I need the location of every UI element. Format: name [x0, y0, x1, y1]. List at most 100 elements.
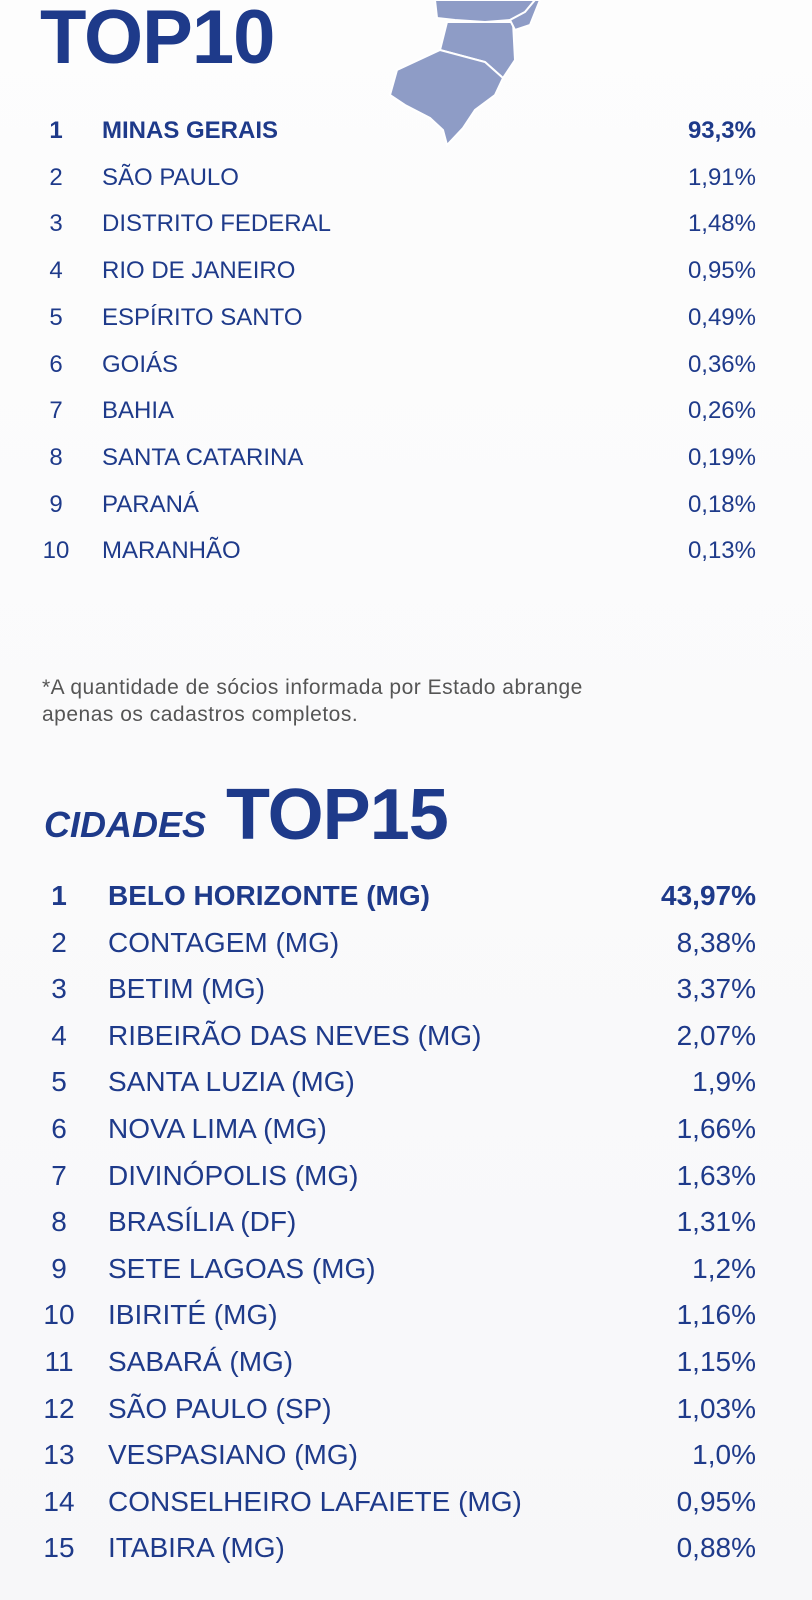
percentage: 1,9% [692, 1066, 756, 1098]
percentage: 0,13% [687, 537, 756, 565]
percentage: 43,97% [661, 880, 756, 911]
name: CONSELHEIRO LAFAIETE (MG) [108, 1485, 522, 1517]
name: ITABIRA (MG) [108, 1532, 285, 1564]
name: BETIM (MG) [108, 973, 266, 1005]
rank: 3 [49, 210, 63, 238]
name: PARANÁ [102, 490, 199, 518]
percentage: 3,37% [676, 973, 756, 1005]
row: 13 VESPASIANO (MG) 1,0% [0, 1435, 812, 1475]
rank: 1 [51, 880, 67, 911]
name: RIO DE JANEIRO [102, 257, 296, 285]
percentage: 1,63% [676, 1159, 756, 1191]
percentage: 1,91% [687, 163, 756, 191]
name: SÃO PAULO [102, 163, 239, 191]
cities-label: CIDADES [44, 804, 207, 845]
row: 14 CONSELHEIRO LAFAIETE (MG) 0,95% [0, 1482, 812, 1522]
rank: 9 [51, 1252, 67, 1284]
percentage: 1,03% [676, 1392, 756, 1424]
percentage: 2,07% [676, 1019, 756, 1051]
rank: 2 [49, 163, 63, 191]
percentage: 1,16% [676, 1299, 756, 1331]
rank: 13 [43, 1439, 75, 1471]
rank: 15 [43, 1532, 75, 1564]
row: 9 SETE LAGOAS (MG) 1,2% [0, 1249, 812, 1289]
name: SABARÁ (MG) [108, 1346, 294, 1377]
rank: 10 [43, 1299, 75, 1331]
rank: 6 [49, 350, 63, 378]
row: 1 BELO HORIZONTE (MG) 43,97% [0, 876, 812, 916]
percentage: 8,38% [676, 926, 756, 958]
name: BAHIA [102, 397, 175, 425]
name: SETE LAGOAS (MG) [108, 1252, 376, 1284]
name: GOIÁS [102, 350, 179, 378]
percentage: 1,0% [692, 1439, 756, 1471]
row: 8 SANTA CATARINA 0,19% [0, 438, 812, 478]
percentage: 1,31% [676, 1206, 756, 1238]
row: 12 SÃO PAULO (SP) 1,03% [0, 1389, 812, 1429]
name: SANTA LUZIA (MG) [108, 1066, 355, 1098]
rank: 4 [49, 257, 63, 285]
percentage: 0,18% [687, 490, 756, 518]
name: DISTRITO FEDERAL [102, 210, 331, 238]
percentage: 1,66% [676, 1113, 756, 1144]
row: 4 RIBEIRÃO DAS NEVES (MG) 2,07% [0, 1016, 812, 1056]
cities-title: TOP15 [226, 775, 449, 855]
row: 7 DIVINÓPOLIS (MG) 1,63% [0, 1156, 812, 1196]
rank: 3 [51, 973, 67, 1005]
percentage: 0,36% [687, 350, 756, 378]
rank: 5 [51, 1066, 67, 1098]
row: 3 DISTRITO FEDERAL 1,48% [0, 204, 812, 244]
name: SÃO PAULO (SP) [108, 1392, 332, 1424]
row: 10 MARANHÃO 0,13% [0, 531, 812, 571]
row: 11 SABARÁ (MG) 1,15% [0, 1342, 812, 1382]
row: 5 ESPÍRITO SANTO 0,49% [0, 298, 812, 338]
name: MINAS GERAIS [102, 117, 279, 144]
percentage: 1,2% [692, 1252, 756, 1284]
title: TOP10 [40, 0, 275, 80]
percentage: 0,49% [687, 303, 756, 331]
row: 3 BETIM (MG) 3,37% [0, 969, 812, 1009]
name: BRASÍLIA (DF) [108, 1206, 297, 1238]
row: 6 GOIÁS 0,36% [0, 345, 812, 385]
row: 2 CONTAGEM (MG) 8,38% [0, 923, 812, 963]
name: NOVA LIMA (MG) [108, 1113, 327, 1144]
rank: 7 [51, 1159, 67, 1191]
row: 15 ITABIRA (MG) 0,88% [0, 1528, 812, 1568]
row: 8 BRASÍLIA (DF) 1,31% [0, 1202, 812, 1242]
rank: 11 [44, 1346, 74, 1377]
percentage: 1,15% [676, 1346, 756, 1377]
row: 5 SANTA LUZIA (MG) 1,9% [0, 1062, 812, 1102]
rank: 14 [43, 1485, 75, 1517]
row: 7 BAHIA 0,26% [0, 391, 812, 431]
name: CONTAGEM (MG) [108, 926, 340, 958]
rank: 1 [49, 117, 63, 144]
name: DIVINÓPOLIS (MG) [108, 1159, 359, 1191]
percentage: 0,95% [687, 257, 756, 285]
rank: 7 [49, 397, 63, 425]
name: ESPÍRITO SANTO [102, 303, 303, 331]
name: BELO HORIZONTE (MG) [108, 880, 430, 911]
row: 9 PARANÁ 0,18% [0, 485, 812, 525]
name: VESPASIANO (MG) [108, 1439, 358, 1471]
percentage: 1,48% [687, 210, 756, 238]
rank: 9 [49, 490, 63, 518]
rank: 5 [49, 303, 63, 331]
rank: 12 [43, 1392, 75, 1424]
percentage: 0,26% [687, 397, 756, 425]
percentage: 0,95% [676, 1485, 756, 1517]
map [388, 0, 542, 147]
row: 4 RIO DE JANEIRO 0,95% [0, 251, 812, 291]
row: 6 NOVA LIMA (MG) 1,66% [0, 1109, 812, 1149]
rank: 4 [51, 1019, 67, 1051]
percentage: 0,88% [676, 1532, 756, 1564]
rank: 10 [42, 537, 70, 565]
name: IBIRITÉ (MG) [108, 1299, 278, 1331]
name: RIBEIRÃO DAS NEVES (MG) [108, 1019, 482, 1051]
name: MARANHÃO [102, 537, 241, 565]
rank: 8 [51, 1206, 67, 1238]
rank: 6 [51, 1113, 67, 1144]
rank: 8 [49, 443, 63, 471]
percentage: 93,3% [687, 117, 756, 144]
footnote: *A quantidade de sócios informada por Es… [42, 676, 583, 726]
